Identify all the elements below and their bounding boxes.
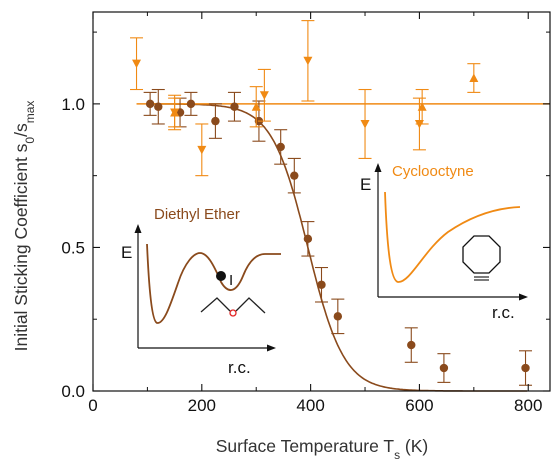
x-axis-title: Surface Temperature Ts (K) bbox=[216, 436, 429, 459]
diethyl-ether-point bbox=[290, 171, 299, 180]
inset-diethyl-potential-curve bbox=[146, 243, 281, 324]
cyclooctyne-point-down bbox=[197, 145, 207, 155]
y-tick-label: 0.0 bbox=[61, 382, 85, 401]
diethyl-ether-point bbox=[333, 312, 343, 321]
diethyl-ether-oxygen-atom bbox=[229, 309, 237, 317]
diethyl-ether-point bbox=[154, 102, 163, 111]
cyclooctyne-point-up bbox=[469, 73, 479, 83]
x-tick-label: 400 bbox=[296, 396, 324, 415]
inset-diethyl-coord-arrowhead bbox=[267, 344, 276, 352]
diethyl-ether-point bbox=[211, 116, 220, 126]
cyclooctyne-point-up bbox=[251, 102, 261, 111]
diethyl-ether-point bbox=[439, 363, 449, 373]
cyclooctyne-point-down bbox=[303, 56, 313, 66]
inset-cyclo-energy-label: E bbox=[360, 175, 371, 194]
y-axis-title: Initial Sticking Coefficient s0/smax bbox=[11, 101, 37, 352]
x-tick-label: 200 bbox=[188, 396, 216, 415]
inset-diethyl-coord-label: r.c. bbox=[228, 358, 251, 377]
diethyl-ether-molecule-bonds bbox=[200, 297, 266, 314]
x-tick-label: 600 bbox=[405, 396, 433, 415]
inset-diethyl-ether: E r.c. Diethyl Ether I bbox=[121, 206, 281, 377]
axes bbox=[92, 11, 551, 392]
diethyl-ether-point bbox=[230, 102, 239, 111]
inset-diethyl-energy-label: E bbox=[121, 243, 132, 262]
cyclooctyne-point-down bbox=[360, 119, 370, 129]
cyclooctyne-point-up bbox=[417, 102, 427, 111]
diethyl-ether-point bbox=[276, 142, 285, 152]
x-tick-label: 800 bbox=[514, 396, 542, 415]
diethyl-ether-point bbox=[521, 363, 530, 373]
diethyl-ether-point bbox=[303, 234, 313, 244]
y-tick-label: 1.0 bbox=[61, 95, 85, 114]
inset-cyclo-energy-arrowhead bbox=[374, 163, 382, 172]
cyclooctyne-point-down bbox=[132, 59, 142, 69]
cyclooctyne-point-up bbox=[170, 107, 180, 117]
inset-cyclo-coord-arrowhead bbox=[519, 293, 528, 301]
cyclooctyne-ring bbox=[462, 235, 501, 274]
x-tick-label: 0 bbox=[88, 396, 97, 415]
diethyl-ether-point bbox=[317, 280, 326, 289]
diethyl-ether-point bbox=[407, 340, 416, 350]
inset-diethyl-intermediate-dot bbox=[216, 271, 226, 281]
inset-diethyl-point-label: I bbox=[229, 272, 233, 289]
data-points bbox=[130, 20, 533, 386]
plot-frame bbox=[92, 11, 551, 392]
inset-cyclooctyne: E r.c. Cyclooctyne bbox=[360, 163, 528, 322]
cyclooctyne-point-down bbox=[259, 91, 269, 100]
tick-labels: 0 200 400 600 800 0.0 0.5 1.0 bbox=[61, 95, 542, 415]
inset-cyclo-title: Cyclooctyne bbox=[392, 163, 474, 180]
diethyl-ether-point bbox=[186, 99, 196, 109]
inset-diethyl-energy-arrowhead bbox=[134, 224, 142, 233]
diethyl-ether-point bbox=[145, 99, 155, 109]
inset-cyclo-potential-curve bbox=[384, 191, 521, 283]
y-tick-label: 0.5 bbox=[61, 238, 85, 257]
inset-diethyl-title: Diethyl Ether bbox=[154, 206, 240, 223]
inset-cyclo-coord-label: r.c. bbox=[492, 303, 515, 322]
